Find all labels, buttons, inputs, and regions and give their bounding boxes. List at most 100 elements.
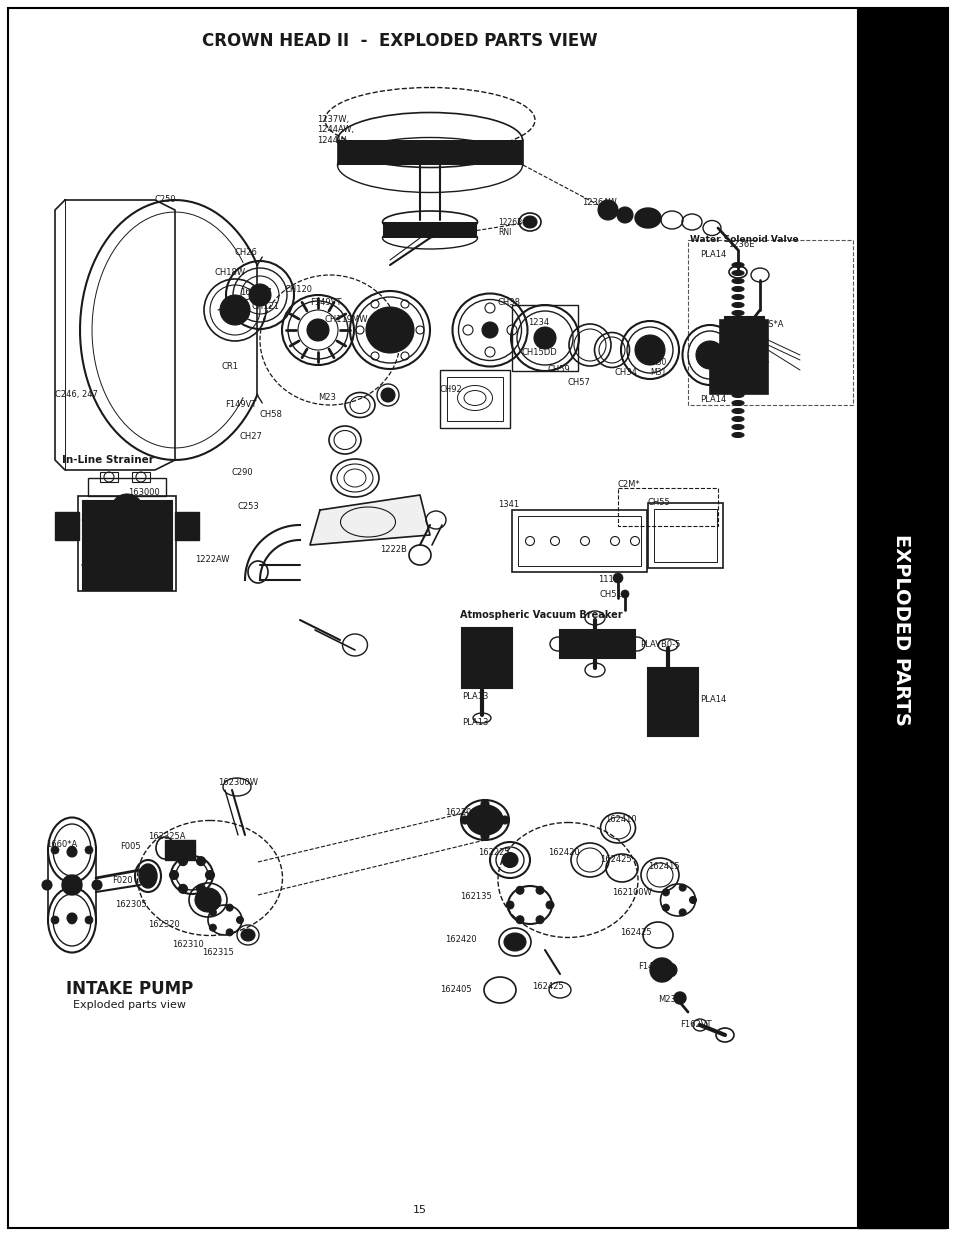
- Text: PLA14: PLA14: [700, 695, 725, 704]
- Bar: [439, 370, 510, 429]
- Bar: [687, 240, 852, 405]
- Ellipse shape: [249, 284, 271, 306]
- Text: 162200W: 162200W: [444, 808, 484, 818]
- Text: CH18W: CH18W: [214, 268, 246, 277]
- Text: 162425: 162425: [599, 855, 631, 864]
- Text: PLAVB0-5: PLAVB0-5: [639, 640, 679, 650]
- Bar: [709, 362, 767, 394]
- Text: CR1: CR1: [222, 362, 239, 370]
- Ellipse shape: [522, 216, 537, 228]
- Circle shape: [536, 887, 543, 894]
- Text: 162225: 162225: [477, 848, 509, 857]
- Bar: [78, 496, 175, 592]
- Text: CH59: CH59: [547, 366, 570, 374]
- Circle shape: [545, 902, 554, 909]
- Bar: [55, 513, 79, 540]
- Text: 15: 15: [413, 1205, 427, 1215]
- Circle shape: [389, 226, 396, 233]
- Circle shape: [205, 871, 214, 879]
- Text: 162420: 162420: [444, 935, 476, 944]
- Circle shape: [516, 887, 523, 894]
- Text: 1222B: 1222B: [379, 545, 406, 555]
- Bar: [100, 472, 118, 482]
- Circle shape: [62, 876, 82, 895]
- Circle shape: [67, 847, 77, 857]
- Polygon shape: [310, 495, 430, 545]
- Circle shape: [85, 916, 92, 924]
- Bar: [720, 320, 767, 362]
- Ellipse shape: [501, 852, 517, 867]
- Ellipse shape: [139, 864, 157, 888]
- Ellipse shape: [366, 308, 414, 353]
- Text: 162310: 162310: [172, 940, 204, 948]
- Text: CH51: CH51: [599, 590, 622, 599]
- Text: 1236E: 1236E: [727, 240, 754, 249]
- Text: 162405: 162405: [439, 986, 471, 994]
- Ellipse shape: [503, 932, 525, 951]
- Bar: [82, 540, 172, 590]
- Circle shape: [598, 200, 618, 220]
- Text: 1234: 1234: [527, 317, 549, 327]
- Text: 1341: 1341: [497, 500, 518, 509]
- Text: 161107: 161107: [240, 288, 272, 296]
- Text: 162415: 162415: [647, 862, 679, 871]
- Text: 1236AW: 1236AW: [581, 198, 616, 207]
- Circle shape: [661, 889, 669, 895]
- Text: INTAKE PUMP: INTAKE PUMP: [67, 981, 193, 998]
- Text: 162410: 162410: [604, 815, 636, 824]
- Text: 162135: 162135: [459, 892, 491, 902]
- Text: CH57: CH57: [567, 378, 590, 387]
- Text: CH38: CH38: [497, 298, 520, 308]
- Bar: [337, 140, 522, 165]
- Ellipse shape: [731, 416, 743, 421]
- Bar: [447, 377, 502, 421]
- Circle shape: [68, 916, 76, 924]
- Bar: [654, 509, 717, 562]
- Circle shape: [209, 909, 216, 916]
- Circle shape: [613, 573, 622, 583]
- Text: C246, 247: C246, 247: [55, 390, 98, 399]
- Circle shape: [426, 226, 433, 233]
- Text: 1226B
RNI: 1226B RNI: [497, 219, 521, 237]
- Text: CH58: CH58: [260, 410, 283, 419]
- Ellipse shape: [307, 319, 329, 341]
- Ellipse shape: [731, 425, 743, 430]
- Text: C2M*: C2M*: [618, 480, 640, 489]
- Ellipse shape: [467, 805, 502, 835]
- Text: 162320: 162320: [148, 920, 179, 929]
- Text: F005: F005: [120, 842, 140, 851]
- Circle shape: [196, 857, 205, 866]
- Text: C290: C290: [232, 468, 253, 477]
- Circle shape: [67, 913, 77, 923]
- Text: CROWN HEAD II  -  EXPLODED PARTS VIEW: CROWN HEAD II - EXPLODED PARTS VIEW: [202, 32, 598, 49]
- Bar: [382, 222, 476, 238]
- Ellipse shape: [731, 294, 743, 300]
- Bar: [465, 632, 507, 684]
- Bar: [82, 500, 172, 540]
- Circle shape: [226, 904, 233, 911]
- Text: 162420: 162420: [547, 848, 579, 857]
- Text: In-Line Strainer: In-Line Strainer: [62, 454, 153, 466]
- Circle shape: [51, 846, 59, 853]
- Circle shape: [226, 929, 233, 936]
- Circle shape: [536, 915, 543, 924]
- Circle shape: [91, 881, 102, 890]
- Ellipse shape: [635, 335, 664, 366]
- Text: CH119MW: CH119MW: [325, 315, 368, 324]
- Circle shape: [236, 916, 243, 924]
- Bar: [517, 516, 640, 566]
- Circle shape: [649, 958, 673, 982]
- Text: M30
M31: M30 M31: [649, 358, 666, 378]
- Circle shape: [500, 816, 509, 824]
- Bar: [512, 510, 646, 572]
- Circle shape: [679, 909, 685, 916]
- Circle shape: [661, 904, 669, 911]
- Text: M23A: M23A: [658, 995, 680, 1004]
- Text: CH27: CH27: [240, 432, 263, 441]
- Text: 1660*A: 1660*A: [46, 840, 77, 848]
- Circle shape: [460, 816, 469, 824]
- Text: Water Solenoid Valve: Water Solenoid Valve: [689, 235, 798, 245]
- Circle shape: [617, 207, 633, 224]
- Text: 1222AW: 1222AW: [194, 555, 230, 564]
- Ellipse shape: [731, 279, 743, 284]
